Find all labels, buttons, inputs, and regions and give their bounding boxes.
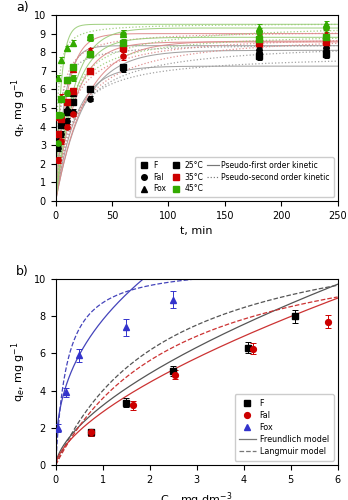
Text: b): b)	[16, 266, 29, 278]
Y-axis label: q$_t$, mg g$^{-1}$: q$_t$, mg g$^{-1}$	[9, 78, 28, 138]
Text: a): a)	[16, 2, 29, 15]
Legend: F, Fal, Fox, Freundlich model, Langmuir model: F, Fal, Fox, Freundlich model, Langmuir …	[235, 394, 333, 461]
Y-axis label: q$_e$, mg g$^{-1}$: q$_e$, mg g$^{-1}$	[9, 342, 28, 402]
X-axis label: C$_e$, mg dm$^{-3}$: C$_e$, mg dm$^{-3}$	[160, 490, 233, 500]
X-axis label: t, min: t, min	[180, 226, 213, 236]
Legend: F, Fal, Fox, 25°C, 35°C, 45°C, Pseudo-first order kinetic, Pseudo-second order k: F, Fal, Fox, 25°C, 35°C, 45°C, Pseudo-fi…	[135, 157, 334, 197]
